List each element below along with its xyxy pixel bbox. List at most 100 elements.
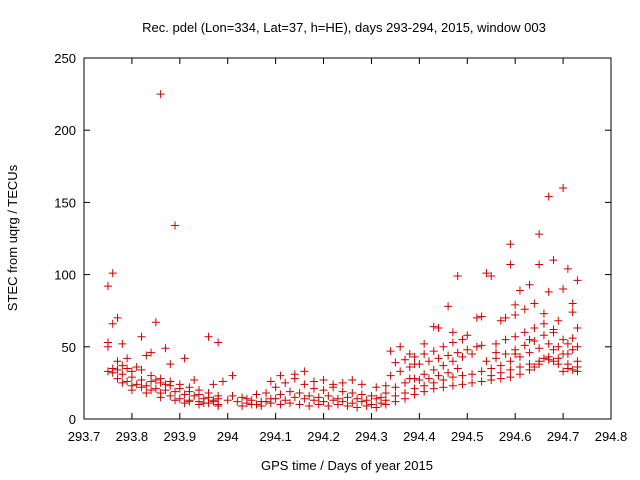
data-point — [492, 354, 501, 363]
data-point — [309, 377, 318, 386]
data-point — [520, 328, 529, 337]
data-point — [487, 371, 496, 380]
data-point — [271, 383, 280, 392]
data-point — [348, 399, 357, 408]
data-point — [525, 348, 534, 357]
data-point — [525, 280, 534, 289]
data-point — [472, 313, 481, 322]
data-point — [377, 393, 386, 402]
y-tick-label: 250 — [54, 51, 76, 66]
y-axis-label: STEC from uqrg / TECUs — [5, 164, 20, 311]
data-point — [113, 365, 122, 374]
data-point — [530, 299, 539, 308]
x-axis: 293.7 293.8 293.9 294 294.1 294.2 294.3 294.4 29… — [68, 58, 627, 444]
data-point — [506, 373, 515, 382]
data-point — [118, 339, 127, 348]
data-point — [314, 400, 323, 409]
data-point — [453, 272, 462, 281]
data-point — [142, 389, 151, 398]
data-point — [367, 400, 376, 409]
data-point — [329, 380, 338, 389]
data-point — [156, 378, 165, 387]
data-point — [343, 393, 352, 402]
data-point — [295, 400, 304, 409]
data-point — [487, 272, 496, 281]
data-point — [511, 345, 520, 354]
data-point — [429, 365, 438, 374]
data-point — [405, 374, 414, 383]
data-point — [424, 374, 433, 383]
data-point — [506, 260, 515, 269]
data-point — [535, 344, 544, 353]
data-point — [511, 311, 520, 320]
data-point — [420, 339, 429, 348]
data-point — [137, 376, 146, 385]
data-point — [142, 351, 151, 360]
data-point — [161, 380, 170, 389]
data-point — [530, 363, 539, 372]
data-point — [209, 380, 218, 389]
x-tick-label: 294.5 — [451, 429, 484, 444]
data-point — [353, 394, 362, 403]
data-point — [290, 370, 299, 379]
data-point — [458, 335, 467, 344]
data-point — [333, 394, 342, 403]
data-point — [429, 322, 438, 331]
data-point — [506, 240, 515, 249]
data-point — [228, 371, 237, 380]
data-point — [448, 328, 457, 337]
data-point — [132, 363, 141, 372]
data-point — [324, 402, 333, 411]
data-point — [429, 384, 438, 393]
data-point — [381, 381, 390, 390]
data-point — [468, 350, 477, 359]
data-point — [372, 383, 381, 392]
data-point — [228, 391, 237, 400]
data-point — [199, 399, 208, 408]
data-point — [309, 396, 318, 405]
data-point — [262, 397, 271, 406]
data-point — [434, 371, 443, 380]
data-point — [520, 341, 529, 350]
data-point — [276, 371, 285, 380]
data-point — [338, 397, 347, 406]
data-point — [477, 367, 486, 376]
data-point — [434, 354, 443, 363]
data-point — [300, 367, 309, 376]
data-point — [535, 260, 544, 269]
data-point — [515, 363, 524, 372]
data-point — [468, 370, 477, 379]
data-point — [381, 400, 390, 409]
data-point — [233, 397, 242, 406]
data-point — [103, 282, 112, 291]
data-point — [262, 389, 271, 398]
data-point — [156, 393, 165, 402]
x-tick-label: 294 — [217, 429, 239, 444]
data-point — [353, 403, 362, 412]
data-point — [539, 331, 548, 340]
data-point — [171, 396, 180, 405]
data-point — [281, 396, 290, 405]
data-point — [458, 371, 467, 380]
data-point — [400, 355, 409, 364]
data-point — [391, 397, 400, 406]
data-point — [137, 383, 146, 392]
data-point — [238, 402, 247, 411]
data-point — [511, 332, 520, 341]
data-points — [103, 90, 582, 412]
data-point — [372, 403, 381, 412]
data-point — [118, 361, 127, 370]
data-point — [468, 378, 477, 387]
data-point — [166, 360, 175, 369]
x-tick-label: 293.8 — [116, 429, 149, 444]
data-point — [563, 264, 572, 273]
data-point — [151, 384, 160, 393]
data-point — [223, 396, 232, 405]
data-point — [482, 269, 491, 278]
x-tick-label: 294.1 — [259, 429, 292, 444]
data-point — [156, 90, 165, 99]
data-point — [568, 308, 577, 317]
data-point — [424, 357, 433, 366]
data-point — [400, 378, 409, 387]
data-point — [123, 354, 132, 363]
